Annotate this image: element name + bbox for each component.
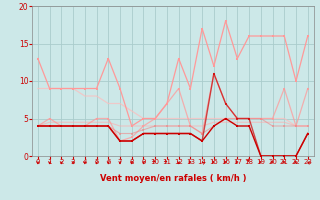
X-axis label: Vent moyen/en rafales ( km/h ): Vent moyen/en rafales ( km/h ) — [100, 174, 246, 183]
